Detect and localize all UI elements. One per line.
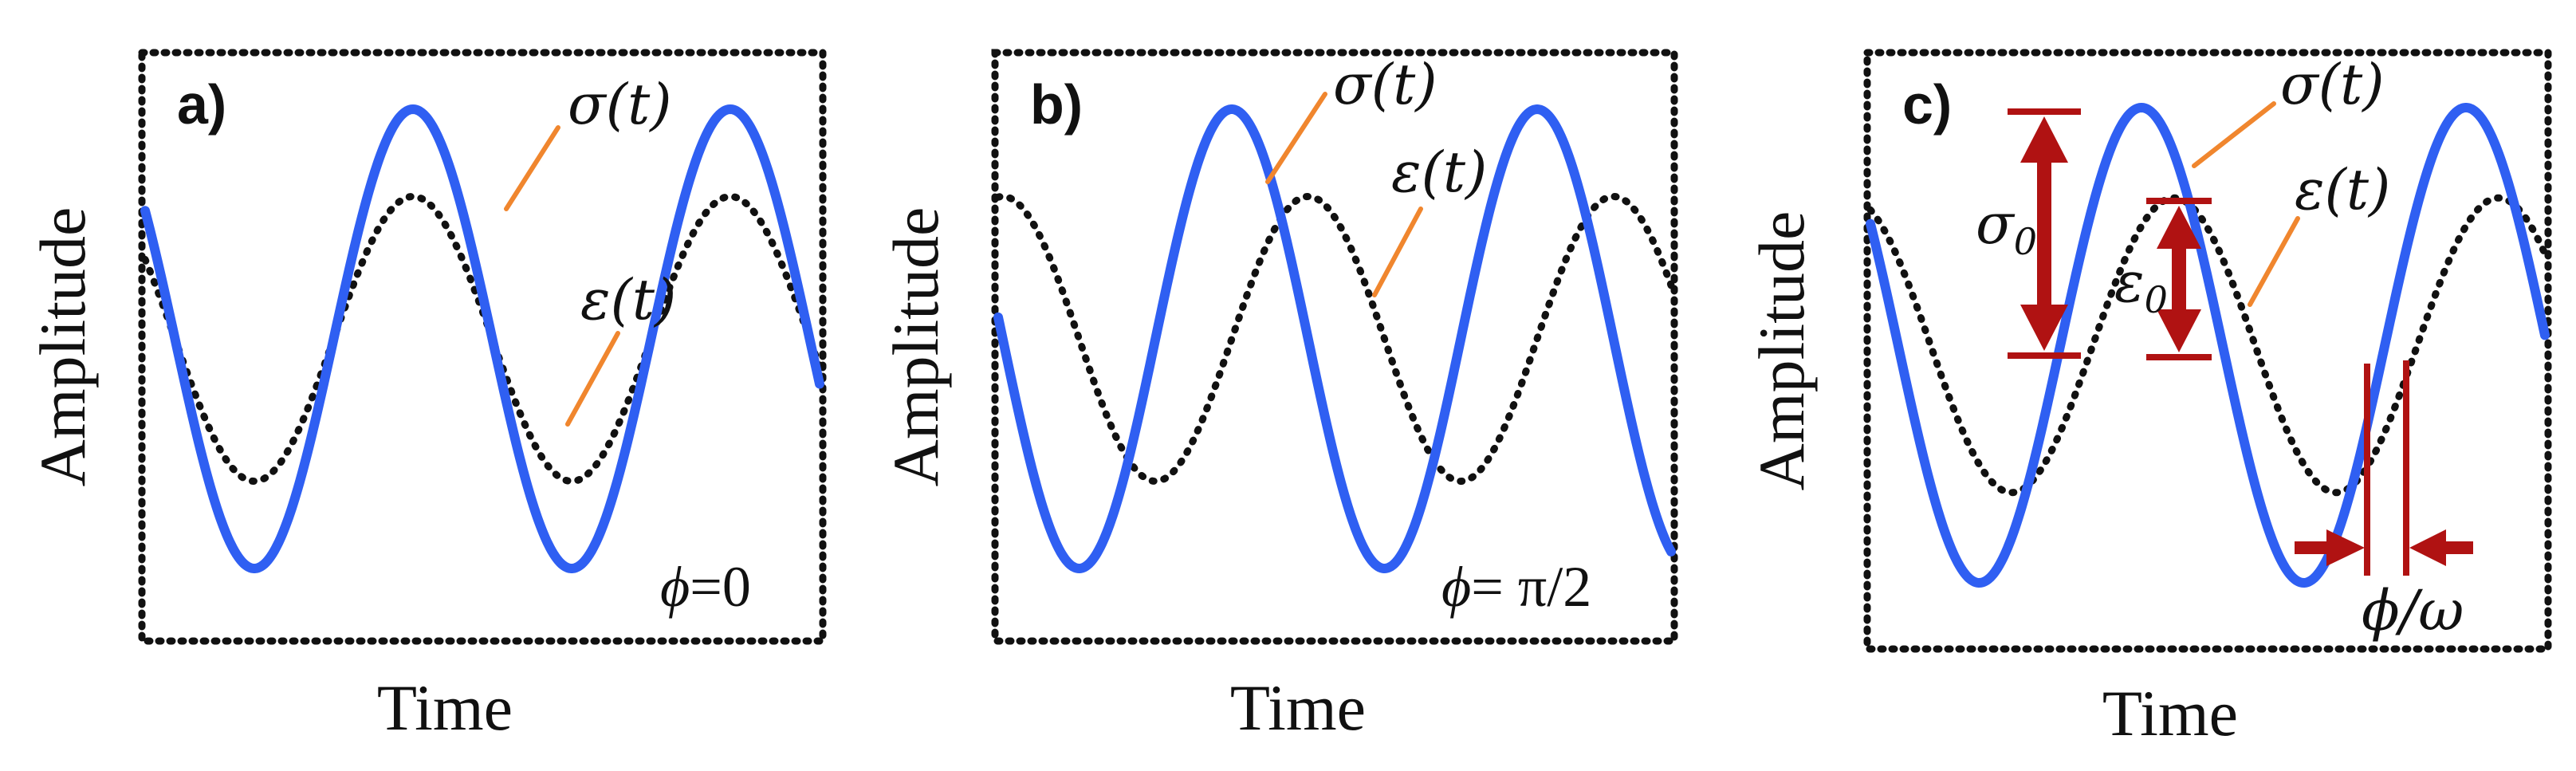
strain-amplitude-symbol: ε — [2114, 250, 2145, 315]
stress-leader-line — [1265, 92, 1327, 184]
strain-curve — [1866, 194, 2549, 497]
strain-amplitude-arrowhead-down — [2157, 309, 2201, 352]
strain-leader-line — [2248, 216, 2300, 307]
phase-value: = π/2 — [1471, 555, 1591, 619]
panel-frame — [1863, 49, 2552, 653]
panel-c: c) σ(t) ε(t) σ0 ε0 — [1745, 49, 2552, 749]
strain-label: ε(t) — [1391, 140, 1487, 205]
panel-label: a) — [177, 73, 226, 136]
x-axis-label: Time — [377, 671, 513, 744]
panel-label: b) — [1030, 73, 1083, 136]
stress-curve — [1866, 103, 2550, 588]
stress-curve — [140, 104, 824, 573]
phase-value: =0 — [690, 555, 751, 619]
stress-label: σ(t) — [2280, 52, 2385, 117]
strain-curve — [994, 192, 1675, 486]
phase-shift-label: ϕ/ω — [2362, 578, 2464, 643]
y-axis-label: Amplitude — [879, 207, 952, 487]
stress-amplitude-label: σ0 — [1976, 191, 2037, 263]
phase-symbol: ϕ — [1441, 555, 1471, 619]
stress-amplitude-arrowhead-down — [2020, 305, 2068, 351]
stress-amplitude-symbol: σ — [1976, 191, 2016, 257]
strain-label: ε(t) — [2295, 157, 2390, 222]
strain-amplitude-subscript: 0 — [2145, 278, 2168, 321]
stress-leader-line — [504, 125, 560, 211]
strain-amplitude-arrow — [2146, 198, 2212, 360]
panel-b: b) σ(t) ε(t) ϕ= π/2 Time Amplitude — [879, 49, 1678, 744]
x-axis-label: Time — [1230, 671, 1366, 744]
stress-curve — [993, 104, 1676, 573]
y-axis-label: Amplitude — [1745, 211, 1818, 491]
strain-amplitude-arrowhead-up — [2157, 206, 2201, 249]
phase-shift-right-arrowhead — [2409, 529, 2446, 566]
phase-symbol: ϕ — [660, 555, 690, 619]
panel-frame — [138, 49, 827, 645]
strain-curve — [141, 192, 824, 485]
phase-shift-symbol: ϕ — [2362, 578, 2400, 643]
x-axis-label: Time — [2102, 677, 2238, 749]
stress-amplitude-arrow — [2008, 108, 2081, 359]
panel-a: a) σ(t) ε(t) ϕ=0 Time Amplitude — [26, 49, 827, 744]
y-axis-label: Amplitude — [26, 207, 99, 487]
strain-leader-line — [565, 331, 620, 427]
phase-annotation: ϕ= π/2 — [1441, 555, 1591, 619]
panel-frame — [991, 49, 1678, 645]
stress-amplitude-subscript: 0 — [2014, 220, 2037, 263]
phase-shift-denominator: /ω — [2395, 578, 2464, 643]
phase-shift-left-arrowhead — [2326, 529, 2365, 566]
strain-label: ε(t) — [580, 267, 676, 332]
panel-label: c) — [1902, 73, 1952, 136]
phase-shift-marker — [2295, 360, 2473, 576]
stress-label: σ(t) — [568, 72, 672, 137]
phase-annotation: ϕ=0 — [660, 555, 751, 619]
stress-amplitude-arrowhead-up — [2020, 116, 2068, 163]
stress-leader-line — [2192, 101, 2276, 168]
strain-leader-line — [1372, 207, 1423, 297]
stress-label: σ(t) — [1333, 52, 1437, 117]
strain-amplitude-label: ε0 — [2114, 250, 2168, 321]
